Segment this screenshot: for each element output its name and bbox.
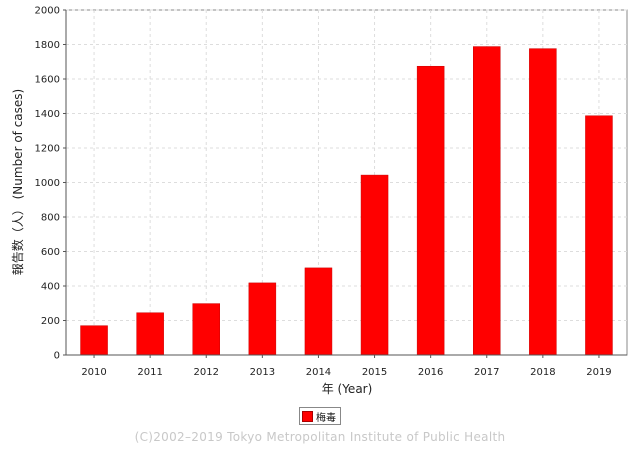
x-tick-label: 2010 xyxy=(81,367,106,378)
y-axis-label: 報告数（人） (Number of cases) xyxy=(10,89,25,275)
x-tick-label: 2018 xyxy=(530,367,555,378)
y-tick-label: 1200 xyxy=(35,144,60,155)
copyright-text: (C)2002–2019 Tokyo Metropolitan Institut… xyxy=(134,430,506,444)
y-tick-label: 600 xyxy=(41,247,60,258)
x-tick-label: 2012 xyxy=(194,367,219,378)
x-tick-label: 2015 xyxy=(362,367,387,378)
bar-2018 xyxy=(529,48,557,356)
bar-2016 xyxy=(416,65,445,356)
x-tick-label: 2013 xyxy=(250,367,275,378)
y-tick-label: 400 xyxy=(41,282,60,293)
x-axis-label: 年 (Year) xyxy=(322,382,373,396)
bar-2017 xyxy=(473,46,501,356)
y-axis-ticks: 0 200 400 600 800 1000 1200 1400 1600 1800 2000 xyxy=(35,6,66,362)
bar-2012 xyxy=(192,303,220,356)
x-tick-label: 2016 xyxy=(418,367,443,378)
x-axis-ticks: 2010 2011 2012 2013 2014 2015 2016 2017 2018 2019 xyxy=(81,355,612,378)
x-tick-label: 2019 xyxy=(586,367,611,378)
y-tick-label: 200 xyxy=(41,316,60,327)
bars xyxy=(80,46,613,356)
bar-2013 xyxy=(248,282,277,356)
y-tick-label: 1000 xyxy=(35,178,60,189)
y-tick-label: 2000 xyxy=(35,6,60,17)
bar-2015 xyxy=(360,174,389,356)
legend: 梅毒 xyxy=(299,407,341,425)
legend-label: 梅毒 xyxy=(316,412,336,424)
x-tick-label: 2011 xyxy=(137,367,162,378)
legend-swatch xyxy=(302,410,313,422)
x-tick-label: 2014 xyxy=(306,367,331,378)
y-tick-label: 0 xyxy=(54,351,60,362)
y-tick-label: 1400 xyxy=(35,109,60,120)
x-tick-label: 2017 xyxy=(474,367,499,378)
y-tick-label: 800 xyxy=(41,213,60,224)
bar-2010 xyxy=(80,325,108,356)
bar-2014 xyxy=(304,267,333,356)
y-tick-label: 1800 xyxy=(35,40,60,51)
bar-2019 xyxy=(585,115,613,356)
bar-2011 xyxy=(136,312,164,356)
y-tick-label: 1600 xyxy=(35,75,60,86)
